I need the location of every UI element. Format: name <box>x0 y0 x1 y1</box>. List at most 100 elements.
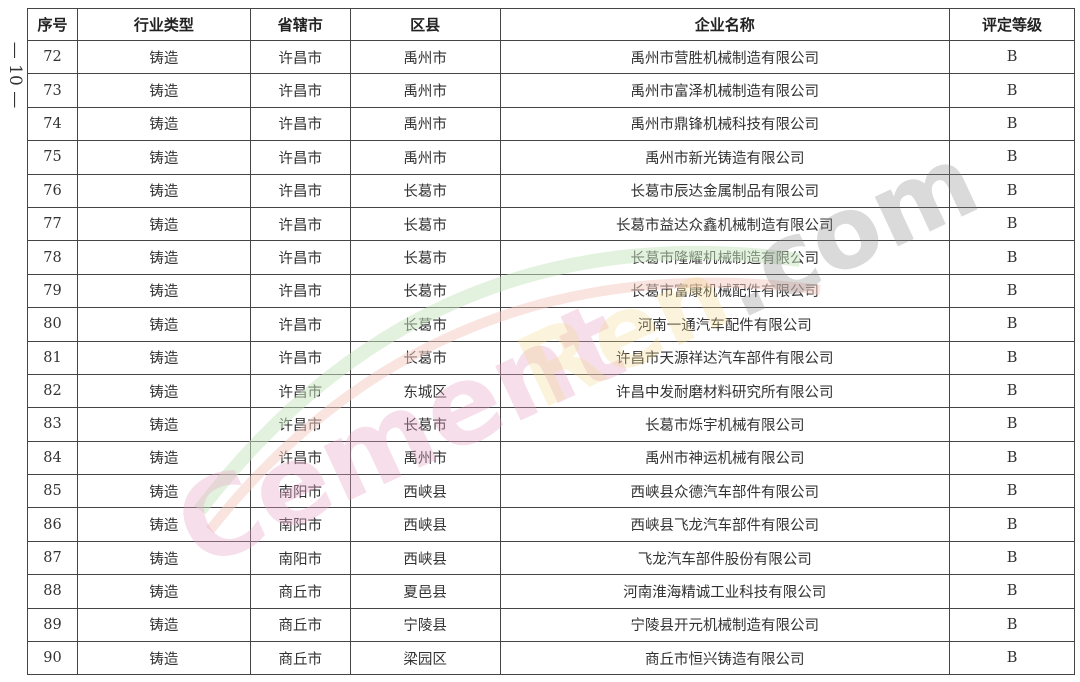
cell-col-company: 许昌中发耐磨材料研究所有限公司 <box>499 373 951 409</box>
cell-col-grade: B <box>949 407 1075 442</box>
header-col-index: 序号 <box>27 8 78 41</box>
cell-col-company: 飞龙汽车部件股份有限公司 <box>499 540 951 576</box>
cell-col-index: 87 <box>27 540 78 576</box>
cell-col-grade: B <box>949 206 1075 242</box>
cell-col-city: 商丘市 <box>249 641 351 676</box>
cell-col-index: 72 <box>27 39 78 75</box>
cell-col-industry: 铸造 <box>76 240 251 275</box>
header-col-city: 省辖市 <box>249 8 351 41</box>
cell-col-industry: 铸造 <box>76 407 251 442</box>
cell-col-county: 禹州市 <box>349 73 501 108</box>
cell-col-city: 许昌市 <box>249 440 351 476</box>
cell-col-city: 许昌市 <box>249 373 351 409</box>
enterprise-rating-table: 序号 行业类型 省辖市 区县 企业名称 评定等级 72 铸造 许昌市 禹州市 禹州市营胜机械制造有… <box>27 8 1075 676</box>
cell-col-county: 长葛市 <box>349 307 501 342</box>
table-row: 89 铸造 商丘市 宁陵县 宁陵县开元机械制造有限公司 B <box>27 607 1075 643</box>
cell-col-index: 78 <box>27 240 78 275</box>
table-row: 72 铸造 许昌市 禹州市 禹州市营胜机械制造有限公司 B <box>27 39 1075 75</box>
cell-col-grade: B <box>949 574 1075 609</box>
cell-col-grade: B <box>949 641 1075 676</box>
table-row: 74 铸造 许昌市 禹州市 禹州市鼎锋机械科技有限公司 B <box>27 106 1075 142</box>
cell-col-industry: 铸造 <box>76 140 251 175</box>
cell-col-county: 长葛市 <box>349 407 501 442</box>
cell-col-industry: 铸造 <box>76 273 251 309</box>
cell-col-county: 禹州市 <box>349 39 501 75</box>
cell-col-industry: 铸造 <box>76 340 251 375</box>
cell-col-city: 许昌市 <box>249 73 351 108</box>
cell-col-grade: B <box>949 73 1075 108</box>
cell-col-grade: B <box>949 474 1075 509</box>
cell-col-industry: 铸造 <box>76 507 251 542</box>
cell-col-city: 许昌市 <box>249 206 351 242</box>
cell-col-city: 南阳市 <box>249 474 351 509</box>
page-number: — 10 — <box>5 41 26 109</box>
cell-col-index: 77 <box>27 206 78 242</box>
cell-col-city: 许昌市 <box>249 106 351 142</box>
cell-col-county: 长葛市 <box>349 173 501 208</box>
cell-col-industry: 铸造 <box>76 574 251 609</box>
cell-col-index: 89 <box>27 607 78 643</box>
cell-col-grade: B <box>949 373 1075 409</box>
cell-col-industry: 铸造 <box>76 474 251 509</box>
cell-col-city: 商丘市 <box>249 607 351 643</box>
cell-col-city: 商丘市 <box>249 574 351 609</box>
cell-col-industry: 铸造 <box>76 39 251 75</box>
cell-col-industry: 铸造 <box>76 607 251 643</box>
table-row: 88 铸造 商丘市 夏邑县 河南淮海精诚工业科技有限公司 B <box>27 574 1075 609</box>
cell-col-industry: 铸造 <box>76 540 251 576</box>
cell-col-company: 长葛市烁宇机械有限公司 <box>499 407 951 442</box>
cell-col-company: 长葛市益达众鑫机械制造有限公司 <box>499 206 951 242</box>
cell-col-index: 82 <box>27 373 78 409</box>
cell-col-county: 长葛市 <box>349 273 501 309</box>
cell-col-grade: B <box>949 507 1075 542</box>
cell-col-index: 85 <box>27 474 78 509</box>
table-row: 76 铸造 许昌市 长葛市 长葛市辰达金属制品有限公司 B <box>27 173 1075 208</box>
table-row: 77 铸造 许昌市 长葛市 长葛市益达众鑫机械制造有限公司 B <box>27 206 1075 242</box>
cell-col-grade: B <box>949 340 1075 375</box>
cell-col-county: 西峡县 <box>349 540 501 576</box>
cell-col-industry: 铸造 <box>76 641 251 676</box>
cell-col-index: 79 <box>27 273 78 309</box>
table-header-row: 序号 行业类型 省辖市 区县 企业名称 评定等级 <box>27 8 1075 41</box>
table-row: 85 铸造 南阳市 西峡县 西峡县众德汽车部件有限公司 B <box>27 474 1075 509</box>
cell-col-index: 73 <box>27 73 78 108</box>
cell-col-index: 81 <box>27 340 78 375</box>
table-row: 84 铸造 许昌市 禹州市 禹州市神运机械有限公司 B <box>27 440 1075 476</box>
cell-col-index: 84 <box>27 440 78 476</box>
cell-col-company: 禹州市神运机械有限公司 <box>499 440 951 476</box>
cell-col-county: 宁陵县 <box>349 607 501 643</box>
cell-col-industry: 铸造 <box>76 307 251 342</box>
cell-col-grade: B <box>949 39 1075 75</box>
cell-col-industry: 铸造 <box>76 173 251 208</box>
header-col-company: 企业名称 <box>499 8 951 41</box>
table-row: 80 铸造 许昌市 长葛市 河南一通汽车配件有限公司 B <box>27 307 1075 342</box>
cell-col-company: 河南一通汽车配件有限公司 <box>499 307 951 342</box>
cell-col-grade: B <box>949 173 1075 208</box>
cell-col-city: 许昌市 <box>249 407 351 442</box>
cell-col-county: 梁园区 <box>349 641 501 676</box>
cell-col-city: 许昌市 <box>249 240 351 275</box>
table-row: 83 铸造 许昌市 长葛市 长葛市烁宇机械有限公司 B <box>27 407 1075 442</box>
cell-col-index: 83 <box>27 407 78 442</box>
cell-col-company: 许昌市天源祥达汽车部件有限公司 <box>499 340 951 375</box>
cell-col-county: 西峡县 <box>349 507 501 542</box>
cell-col-county: 禹州市 <box>349 140 501 175</box>
cell-col-county: 长葛市 <box>349 340 501 375</box>
table-row: 90 铸造 商丘市 梁园区 商丘市恒兴铸造有限公司 B <box>27 641 1075 676</box>
cell-col-grade: B <box>949 240 1075 275</box>
cell-col-city: 许昌市 <box>249 140 351 175</box>
cell-col-grade: B <box>949 140 1075 175</box>
cell-col-company: 长葛市富康机械配件有限公司 <box>499 273 951 309</box>
cell-col-county: 东城区 <box>349 373 501 409</box>
cell-col-grade: B <box>949 440 1075 476</box>
header-col-industry: 行业类型 <box>76 8 251 41</box>
cell-col-grade: B <box>949 307 1075 342</box>
cell-col-industry: 铸造 <box>76 440 251 476</box>
cell-col-county: 禹州市 <box>349 440 501 476</box>
cell-col-county: 长葛市 <box>349 206 501 242</box>
cell-col-company: 禹州市富泽机械制造有限公司 <box>499 73 951 108</box>
cell-col-industry: 铸造 <box>76 373 251 409</box>
cell-col-index: 75 <box>27 140 78 175</box>
cell-col-index: 74 <box>27 106 78 142</box>
cell-col-company: 西峡县众德汽车部件有限公司 <box>499 474 951 509</box>
